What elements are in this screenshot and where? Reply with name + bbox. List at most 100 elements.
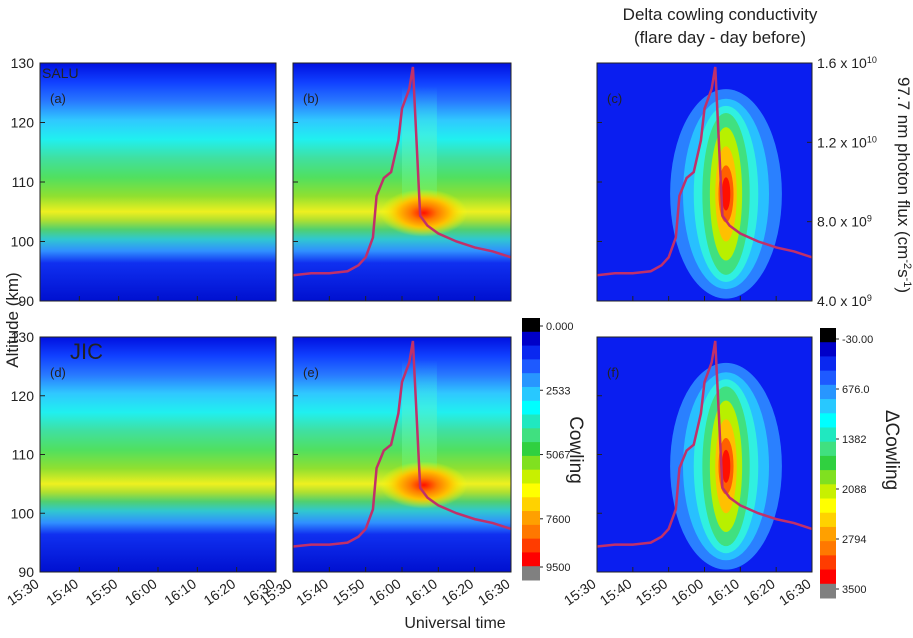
x-tick-label: 16:10 [402, 575, 440, 608]
x-tick-label: 16:00 [366, 575, 404, 608]
colorbar-cell [820, 441, 836, 457]
contour-fill [40, 337, 276, 572]
flux-line [293, 66, 511, 277]
panel [293, 63, 511, 301]
colorbar-cell [820, 583, 836, 599]
colorbar-cell [522, 552, 540, 567]
title-line: (flare day - day before) [634, 28, 806, 47]
y-tick-label: 110 [12, 447, 35, 463]
y2-tick-text: 8.0 x 10 [817, 214, 867, 230]
colorbar-cell [522, 442, 540, 457]
y2-tick-label: 1.6 x 1010 [817, 55, 877, 71]
x-tick-label: 15:40 [43, 575, 81, 608]
colorbar-cell [522, 524, 540, 540]
y-tick-label: 90 [18, 564, 34, 580]
y-tick-label: 120 [11, 388, 35, 404]
x-tick-label: 16:20 [740, 575, 778, 608]
colorbar-cell [820, 356, 836, 372]
x-tick-label: 15:40 [597, 575, 635, 608]
y-tick-label: 130 [11, 55, 35, 71]
colorbar-cell [820, 555, 836, 571]
y2-tick-label: 1.2 x 1010 [817, 134, 877, 150]
x-tick-label: 16:00 [122, 575, 160, 608]
colorbar-cell [522, 469, 540, 484]
colorbar-cell [522, 373, 540, 388]
colorbar-tick-label: 3500 [842, 584, 866, 596]
y2-title-part: 97.7 nm photon flux (cm [894, 77, 913, 259]
colorbar-cell [820, 541, 836, 556]
colorbar-tick-label: 676.0 [842, 384, 870, 396]
station-label: JIC [70, 339, 103, 364]
colorbar-cell [522, 386, 540, 402]
x-tick-label: 15:40 [293, 575, 331, 608]
colorbar-cell [820, 342, 836, 357]
colorbar-cell [522, 511, 540, 526]
y2-tick-exp: 9 [867, 214, 872, 224]
x-tick-label: 16:10 [704, 575, 742, 608]
y-tick-label: 130 [11, 329, 35, 345]
contour-fill [380, 461, 468, 509]
colorbar-title: ΔCowling [881, 410, 902, 490]
panel [597, 337, 812, 572]
x-tick-label: 16:30 [475, 575, 513, 608]
y2-title-part: ) [894, 287, 913, 293]
panel [40, 63, 276, 301]
x-tick-label: 16:20 [201, 575, 239, 608]
contour-fill [380, 189, 468, 237]
flux-line [597, 66, 812, 277]
y2-tick-exp: 10 [867, 55, 877, 65]
colorbar-cell [522, 566, 540, 581]
y2-axis-title: 97.7 nm photon flux (cm-2s-1) [894, 77, 913, 293]
colorbar-tick-label: 2533 [546, 385, 570, 397]
colorbar-cell [820, 484, 836, 500]
y2-title-part: -1 [901, 278, 913, 288]
colorbar-title: Cowling [565, 416, 586, 484]
y-tick-label: 90 [18, 293, 34, 309]
colorbar-cell [522, 483, 540, 498]
flux-line [597, 340, 812, 548]
colorbar-cell [820, 526, 836, 542]
y2-title-part: -2 [901, 259, 913, 269]
panel-label: (c) [607, 91, 622, 106]
colorbar-cell [820, 384, 836, 400]
x-tick-label: 16:00 [668, 575, 706, 608]
colorbar-cell [522, 359, 540, 374]
station-label: SALU [42, 65, 79, 81]
colorbar-cell [820, 328, 836, 343]
x-tick-label: 15:50 [330, 575, 368, 608]
contour-fill [721, 449, 731, 483]
colorbar-cell [522, 318, 540, 333]
colorbar-cell [820, 413, 836, 428]
title-line: Delta cowling conductivity [623, 5, 818, 24]
y-tick-label: 120 [11, 115, 35, 131]
contour-fill [40, 63, 276, 301]
colorbar-cell [522, 538, 540, 553]
x-tick-label: 16:20 [439, 575, 477, 608]
colorbar-cell [820, 399, 836, 414]
flux-line [293, 340, 511, 548]
colorbar-tick-label: -30.00 [842, 334, 873, 346]
colorbar-cell [820, 370, 836, 386]
colorbar-cell [820, 512, 836, 528]
panel [293, 337, 511, 572]
y-tick-label: 110 [12, 174, 35, 190]
colorbar-cell [522, 400, 540, 416]
colorbar-cell [820, 569, 836, 585]
y2-tick-text: 1.6 x 10 [817, 55, 867, 71]
y2-tick-exp: 10 [867, 134, 877, 144]
colorbar-cell [522, 331, 540, 347]
panel-label: (d) [50, 365, 66, 380]
colorbar-tick-label: 2794 [842, 534, 866, 546]
x-tick-label: 15:30 [4, 575, 42, 608]
y2-tick-text: 4.0 x 10 [817, 293, 867, 309]
colorbar-cell [820, 470, 836, 485]
y-tick-label: 100 [11, 234, 35, 250]
y2-title-part: s [894, 269, 913, 278]
x-axis-title: Universal time [404, 615, 505, 632]
colorbar-tick-label: 1382 [842, 434, 866, 446]
x-tick-label: 15:30 [561, 575, 599, 608]
panel-label: (a) [50, 91, 66, 106]
colorbar-cell [522, 345, 540, 360]
